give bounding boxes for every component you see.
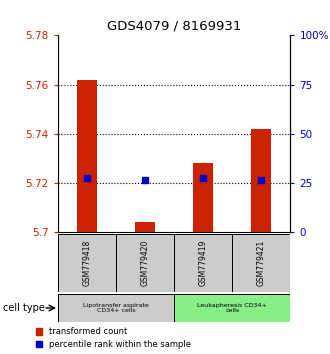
- Legend: transformed count, percentile rank within the sample: transformed count, percentile rank withi…: [36, 327, 191, 349]
- Text: GSM779418: GSM779418: [82, 240, 91, 286]
- Bar: [232, 234, 290, 292]
- Title: GDS4079 / 8169931: GDS4079 / 8169931: [107, 20, 241, 33]
- Point: [142, 177, 148, 183]
- Bar: [58, 294, 174, 322]
- Bar: [251, 129, 272, 232]
- Bar: [135, 222, 155, 232]
- Text: GSM779419: GSM779419: [199, 240, 208, 286]
- Bar: [116, 234, 174, 292]
- Text: Lipotransfer aspirate
CD34+ cells: Lipotransfer aspirate CD34+ cells: [83, 303, 149, 313]
- Text: GSM779421: GSM779421: [257, 240, 266, 286]
- Bar: [77, 80, 97, 232]
- Point: [201, 175, 206, 181]
- Text: cell type: cell type: [3, 303, 45, 313]
- Text: Leukapheresis CD34+
cells: Leukapheresis CD34+ cells: [197, 303, 267, 313]
- Point: [84, 175, 89, 181]
- Bar: [193, 163, 213, 232]
- Text: GSM779420: GSM779420: [141, 240, 149, 286]
- Bar: [174, 234, 232, 292]
- Bar: [58, 234, 116, 292]
- Bar: [174, 294, 290, 322]
- Point: [259, 177, 264, 183]
